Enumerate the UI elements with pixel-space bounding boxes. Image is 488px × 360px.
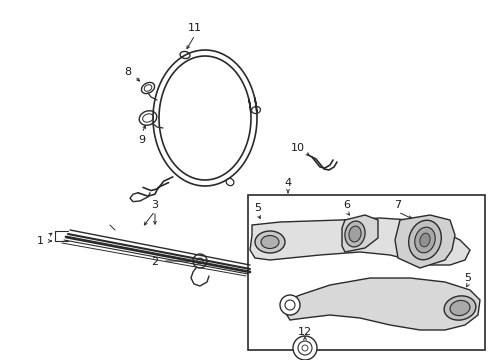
Ellipse shape xyxy=(261,235,279,248)
Text: 5: 5 xyxy=(464,273,470,283)
Circle shape xyxy=(193,254,206,268)
Circle shape xyxy=(292,336,316,360)
Text: 10: 10 xyxy=(290,143,305,153)
Text: 2: 2 xyxy=(151,257,158,267)
Text: 4: 4 xyxy=(284,178,291,188)
Ellipse shape xyxy=(254,231,285,253)
Ellipse shape xyxy=(408,220,440,260)
Polygon shape xyxy=(341,215,377,252)
Text: 7: 7 xyxy=(394,200,401,210)
Ellipse shape xyxy=(141,82,154,94)
Circle shape xyxy=(280,295,299,315)
Text: 6: 6 xyxy=(343,200,350,210)
Text: 3: 3 xyxy=(151,200,158,210)
Polygon shape xyxy=(394,215,454,268)
Polygon shape xyxy=(285,278,479,330)
Ellipse shape xyxy=(449,300,469,316)
Bar xyxy=(247,195,484,350)
Ellipse shape xyxy=(419,233,429,247)
Ellipse shape xyxy=(414,227,434,253)
Text: 9: 9 xyxy=(138,135,145,145)
Text: 1: 1 xyxy=(37,236,43,246)
Ellipse shape xyxy=(348,226,360,242)
Ellipse shape xyxy=(443,296,475,320)
Text: 8: 8 xyxy=(124,67,131,77)
Text: 5: 5 xyxy=(254,203,261,213)
Ellipse shape xyxy=(344,221,365,247)
Text: 12: 12 xyxy=(297,327,311,337)
Polygon shape xyxy=(249,218,469,265)
Text: 11: 11 xyxy=(187,23,202,33)
Ellipse shape xyxy=(139,111,157,125)
